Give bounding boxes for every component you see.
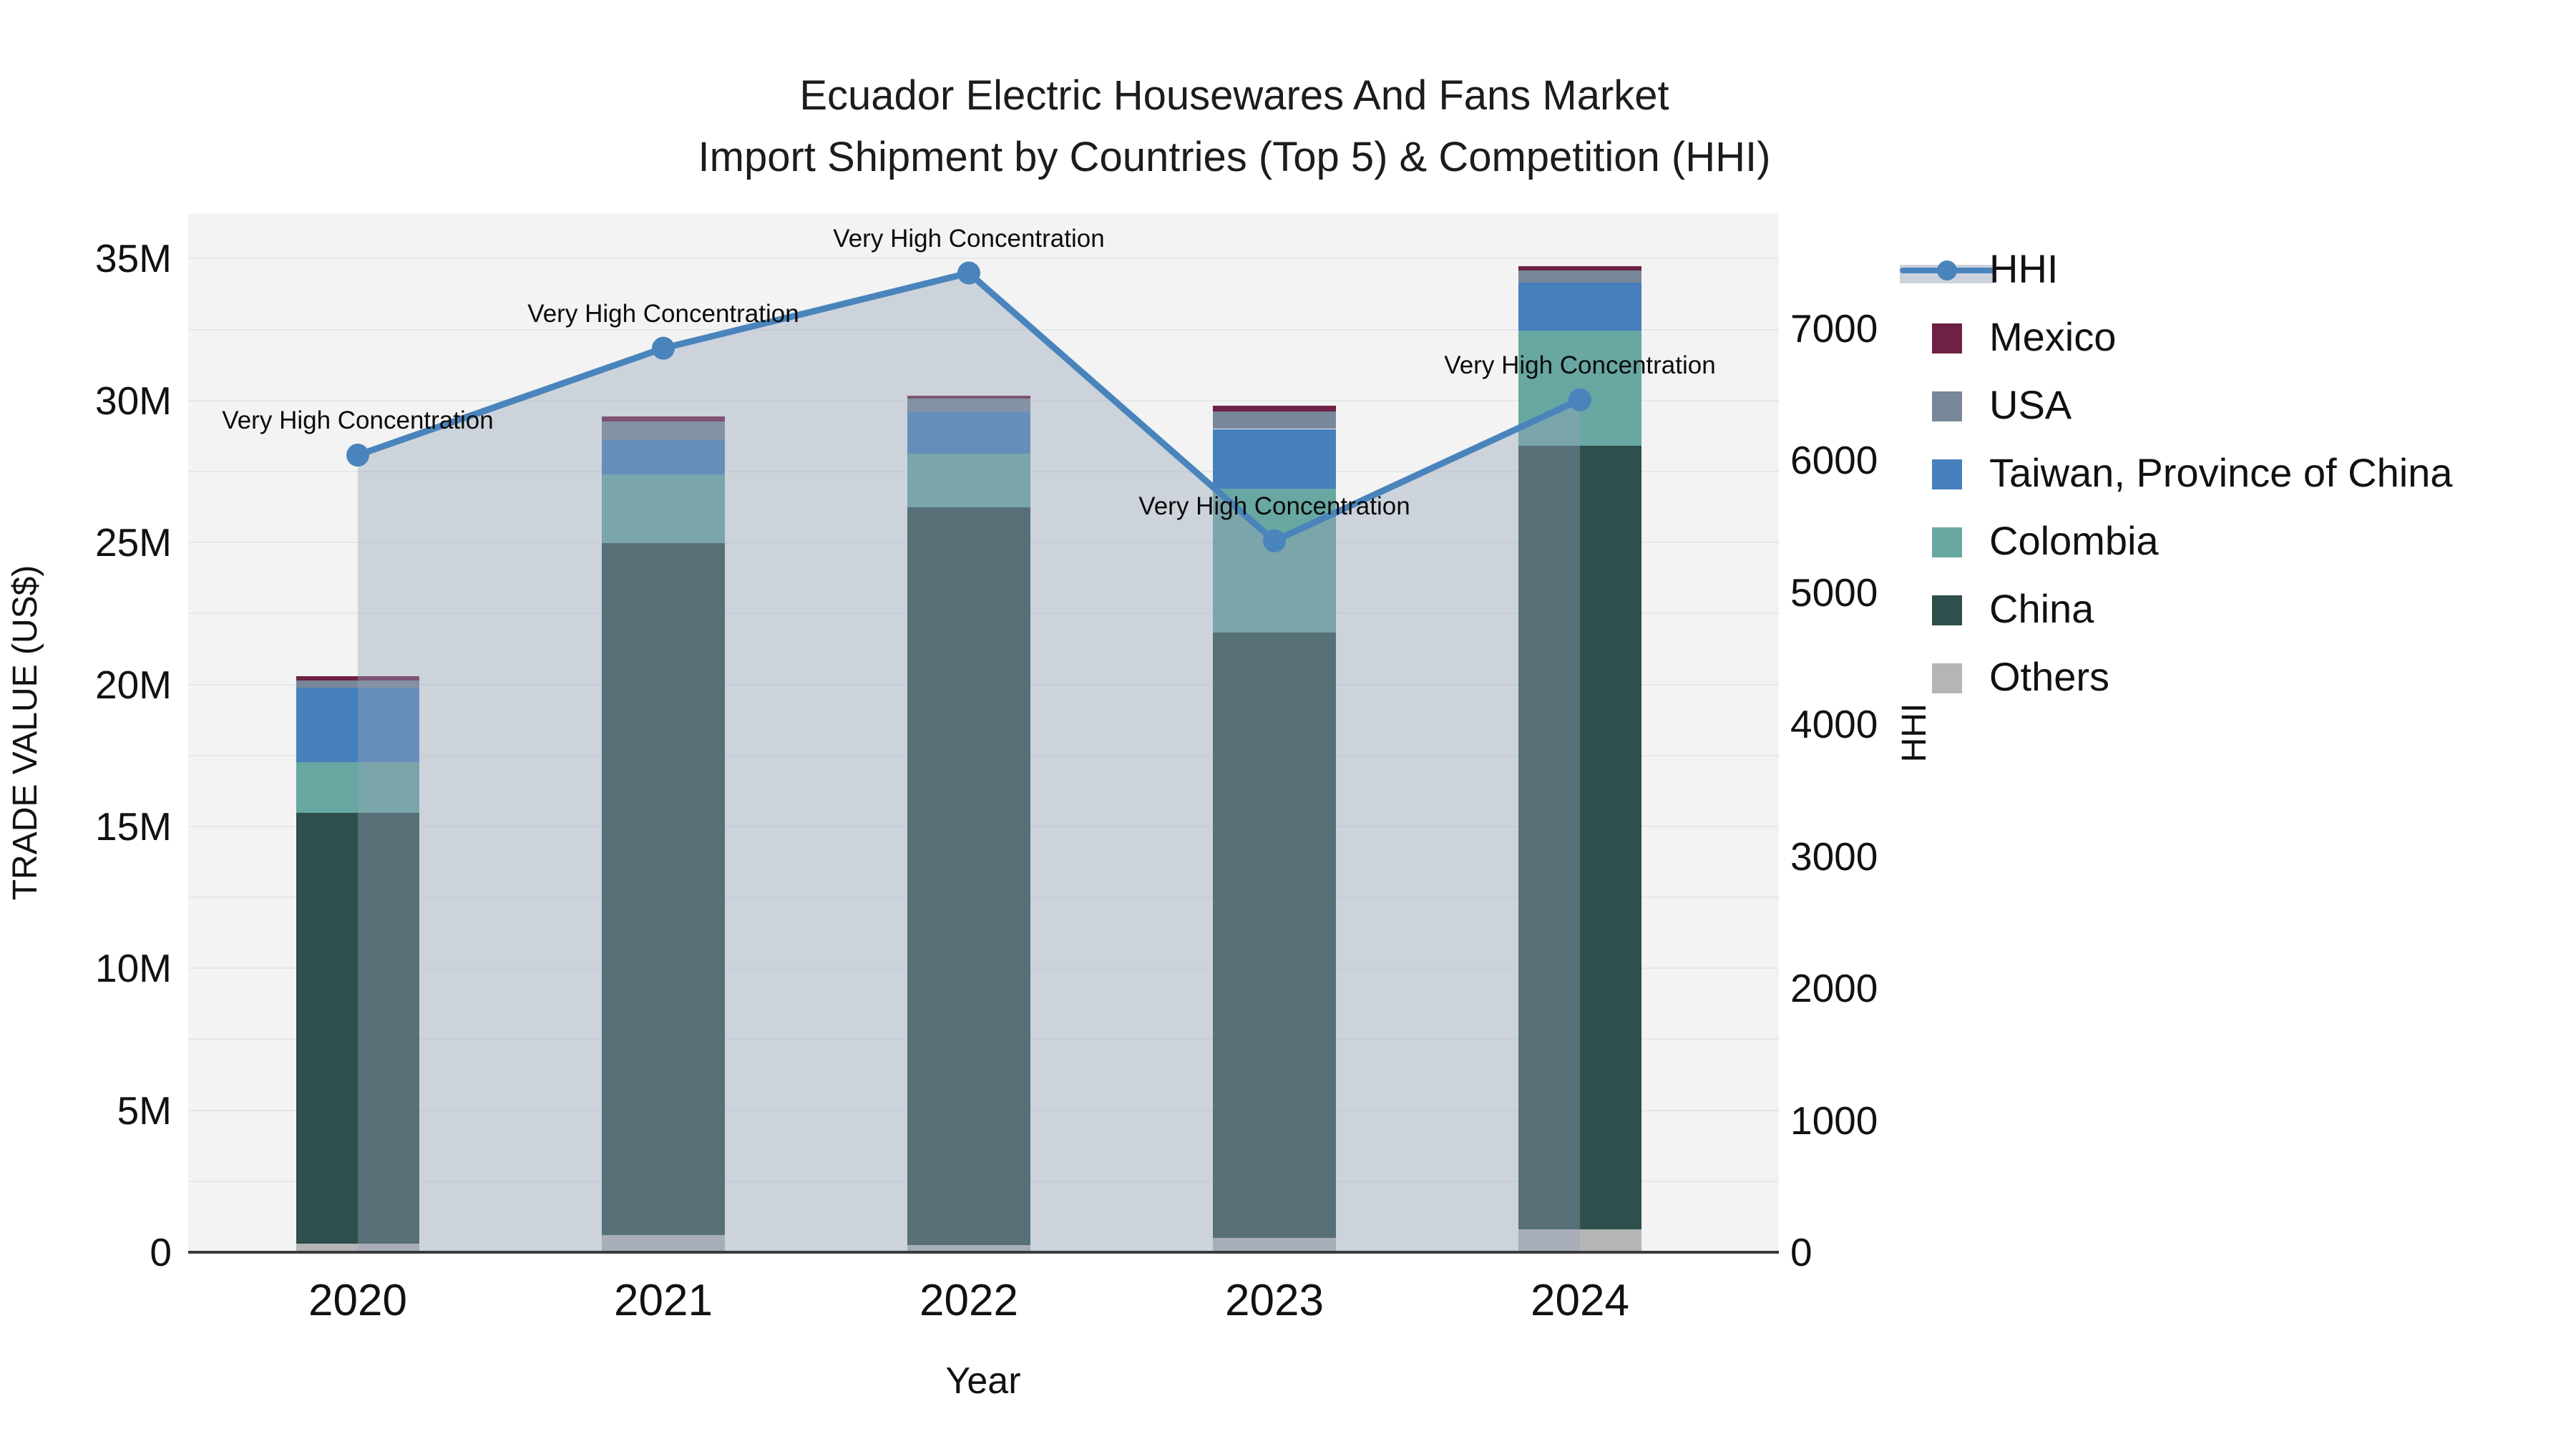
- bar-segment-china[interactable]: [602, 542, 725, 1236]
- bar-segment-colombia[interactable]: [907, 453, 1030, 507]
- bar-2021[interactable]: [602, 213, 725, 1252]
- x-axis-tick-2023: 2023: [1225, 1276, 1324, 1325]
- hhi-marker-legend-dot: [1937, 260, 1957, 280]
- left-axis-tick-25M: 25M: [95, 520, 172, 565]
- bar-segment-usa[interactable]: [907, 398, 1030, 413]
- bar-2023[interactable]: [1213, 213, 1336, 1252]
- bar-segment-usa[interactable]: [602, 421, 725, 440]
- x-axis-line: [188, 1251, 1779, 1254]
- bar-segment-colombia[interactable]: [602, 474, 725, 543]
- x-axis-tick-2022: 2022: [919, 1276, 1018, 1325]
- bar-segment-colombia[interactable]: [1518, 330, 1641, 446]
- left-axis-tick-15M: 15M: [95, 804, 172, 849]
- x-axis-tick-2020: 2020: [308, 1276, 407, 1325]
- legend-swatch-taiwan-province-of-china: [1932, 459, 1962, 489]
- bar-segment-mexico[interactable]: [1518, 265, 1641, 270]
- bar-segment-taiwan-province-of-china[interactable]: [1518, 282, 1641, 331]
- right-axis-title: HHI: [1896, 703, 1933, 763]
- right-axis-tick-2000: 2000: [1790, 966, 1878, 1011]
- legend-label: China: [1989, 586, 2094, 631]
- chart-title-line1: Ecuador Electric Housewares And Fans Mar…: [799, 72, 1669, 119]
- bar-segment-others[interactable]: [1518, 1229, 1641, 1252]
- x-axis-tick-2024: 2024: [1531, 1276, 1629, 1325]
- bar-segment-mexico[interactable]: [1213, 406, 1336, 411]
- bar-segment-usa[interactable]: [1518, 270, 1641, 283]
- bar-segment-colombia[interactable]: [296, 762, 419, 814]
- bar-segment-taiwan-province-of-china[interactable]: [1213, 429, 1336, 489]
- bar-2020[interactable]: [296, 213, 419, 1252]
- annotation-2020: Very High Concentration: [222, 406, 494, 435]
- legend-label: Colombia: [1989, 518, 2159, 563]
- bar-segment-mexico[interactable]: [907, 396, 1030, 399]
- left-axis-title: TRADE VALUE (US$): [6, 565, 44, 901]
- legend-swatch-china: [1932, 595, 1962, 625]
- hhi-line-legend-icon: [1900, 258, 1994, 283]
- right-axis-tick-4000: 4000: [1790, 702, 1878, 747]
- bar-segment-others[interactable]: [602, 1235, 725, 1252]
- legend-swatch-mexico: [1932, 323, 1962, 353]
- bar-segment-china[interactable]: [296, 813, 419, 1244]
- bar-segment-china[interactable]: [1518, 445, 1641, 1230]
- bar-segment-mexico[interactable]: [602, 416, 725, 421]
- legend-label: HHI: [1989, 246, 2059, 291]
- right-axis-tick-1000: 1000: [1790, 1098, 1878, 1143]
- bar-segment-usa[interactable]: [296, 680, 419, 688]
- right-axis-tick-7000: 7000: [1790, 306, 1878, 351]
- legend-label: Mexico: [1989, 314, 2117, 359]
- left-axis-tick-35M: 35M: [95, 236, 172, 281]
- left-axis-tick-0: 0: [150, 1230, 172, 1274]
- bar-segment-others[interactable]: [1213, 1238, 1336, 1252]
- bar-segment-others[interactable]: [907, 1245, 1030, 1252]
- left-axis-tick-30M: 30M: [95, 378, 172, 423]
- left-axis-tick-20M: 20M: [95, 662, 172, 707]
- bar-segment-mexico[interactable]: [296, 675, 419, 680]
- left-axis-tick-10M: 10M: [95, 946, 172, 991]
- bar-segment-taiwan-province-of-china[interactable]: [602, 439, 725, 474]
- legend-swatch-usa: [1932, 391, 1962, 421]
- annotation-2022: Very High Concentration: [833, 224, 1105, 253]
- bar-segment-others[interactable]: [296, 1244, 419, 1252]
- legend-label: Taiwan, Province of China: [1989, 450, 2453, 495]
- bar-segment-taiwan-province-of-china[interactable]: [296, 687, 419, 763]
- legend-label: USA: [1989, 382, 2072, 427]
- annotation-2024: Very High Concentration: [1444, 351, 1716, 379]
- annotation-2023: Very High Concentration: [1138, 492, 1410, 520]
- bar-segment-taiwan-province-of-china[interactable]: [907, 412, 1030, 454]
- x-axis-title: Year: [945, 1360, 1021, 1402]
- chart-title-line2: Import Shipment by Countries (Top 5) & C…: [698, 134, 1771, 180]
- bar-segment-usa[interactable]: [1213, 411, 1336, 429]
- legend-swatch-others: [1932, 663, 1962, 693]
- right-axis-tick-3000: 3000: [1790, 834, 1878, 879]
- right-axis-tick-0: 0: [1790, 1230, 1813, 1274]
- x-axis-tick-2021: 2021: [614, 1276, 713, 1325]
- bar-2022[interactable]: [907, 213, 1030, 1252]
- right-axis-tick-5000: 5000: [1790, 570, 1878, 615]
- legend-swatch-colombia: [1932, 527, 1962, 557]
- annotation-2021: Very High Concentration: [527, 299, 799, 328]
- left-axis-tick-5M: 5M: [117, 1088, 172, 1133]
- gridline: [188, 258, 1779, 260]
- bar-segment-china[interactable]: [1213, 632, 1336, 1239]
- legend-label: Others: [1989, 654, 2110, 699]
- bar-segment-china[interactable]: [907, 507, 1030, 1246]
- right-axis-tick-6000: 6000: [1790, 438, 1878, 483]
